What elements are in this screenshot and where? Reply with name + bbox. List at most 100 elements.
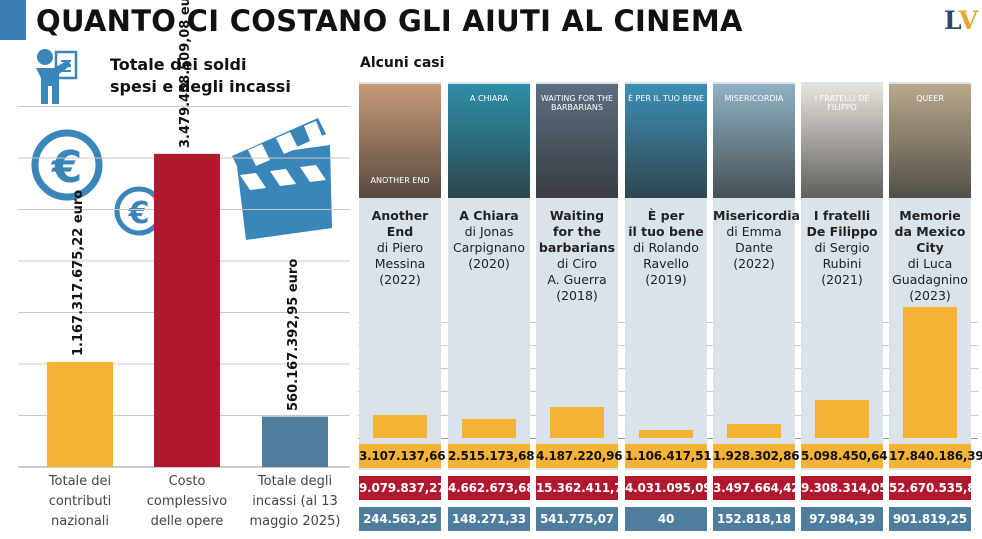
film-credit-line: di Rolando: [633, 240, 699, 255]
film-incassi-value: 901.819,25: [889, 507, 971, 531]
film-costo-value: 9.308.314,05: [801, 476, 888, 500]
film-caption: A Chiara di Jonas Carpignano (2020): [448, 208, 530, 272]
film-contributi-value: 1.106.417,51: [625, 444, 712, 468]
clapperboard-icon: [232, 118, 332, 240]
film-incassi-value: 40: [625, 507, 707, 531]
left-section-title: Totale dei soldi spesi e degli incassi: [110, 54, 291, 98]
film-caption: È per il tuo bene di Rolando Ravello (2019): [625, 208, 707, 288]
film-contributi-value: 2.515.173,68: [448, 444, 535, 468]
film-credit-line: (2023): [909, 288, 951, 303]
film-credit-line: Guadagnino: [892, 272, 968, 287]
film-title-line: da Mexico: [894, 224, 966, 239]
film-credit-line: di Luca: [907, 256, 953, 271]
film-credit-line: di Emma: [726, 224, 782, 239]
film-costo-value: 4.031.095,09: [625, 476, 712, 500]
brand-logo: LV: [944, 6, 978, 35]
film-incassi-value: 148.271,33: [448, 507, 530, 531]
film-contributi-value: 5.098.450,64: [801, 444, 888, 468]
film-credit-line: (2021): [821, 272, 863, 287]
euro-coin-icon: €: [31, 129, 103, 201]
film-credit-line: A. Guerra: [547, 272, 607, 287]
film-credit-line: Dante: [735, 240, 773, 255]
film-credit-line: Messina: [374, 256, 426, 271]
svg-text:€: €: [51, 142, 83, 193]
film-costo-value: 3.497.664,42: [713, 476, 800, 500]
film-contributi-value: 4.187.220,96: [536, 444, 623, 468]
film-contributi-bar: [815, 400, 869, 438]
film-credit-line: (2022): [733, 256, 775, 271]
film-poster-title: QUEER: [916, 94, 944, 103]
left-category-line: complessivo: [146, 494, 228, 509]
film-contributi-value: 1.928.302,86: [713, 444, 800, 468]
film-caption: Waiting for the barbarians di Ciro A. Guerra…: [536, 208, 618, 304]
film-caption: Misericordia di Emma Dante (2022): [713, 208, 800, 272]
left-section-title-line2: spesi e degli incassi: [110, 77, 291, 96]
film-credit-line: (2022): [379, 272, 421, 287]
film-title-line: Waiting: [549, 208, 605, 223]
film-title-line: for the: [553, 224, 601, 239]
left-bar-1: [47, 361, 113, 467]
left-category-line: maggio 2025): [249, 514, 341, 529]
film-costo-value: 15.362.411,78: [536, 476, 631, 500]
film-contributi-bar: [462, 419, 516, 438]
film-contributi-bar: [550, 407, 604, 438]
film-title-line: I fratelli: [813, 208, 871, 223]
film-caption: Memorie da Mexico City di Luca Guadagnino (20…: [889, 208, 971, 304]
left-category-line: Costo: [168, 474, 206, 489]
left-value-label-1: 1.167.317.675,22 euro: [71, 189, 86, 356]
film-poster-title: I FRATELLI DE FILIPPO: [814, 94, 870, 112]
left-category-label-1: Totale dei contributi nazionali: [24, 472, 136, 532]
left-value-label-2: 3.479.458.509,08 euro: [178, 0, 193, 148]
left-bar-3: [262, 416, 328, 467]
film-title-line: Another: [371, 208, 429, 223]
left-section-title-line1: Totale dei soldi: [110, 55, 247, 74]
left-bar-2: [154, 153, 220, 467]
film-credit-line: Ravello: [643, 256, 689, 271]
film-title-line: End: [386, 224, 414, 239]
film-title-line: Misericordia: [713, 208, 800, 223]
film-contributi-bar: [639, 429, 693, 438]
film-credit-line: Carpignano: [452, 240, 526, 255]
film-costo-value: 4.662.673,68: [448, 476, 535, 500]
film-poster: È PER IL TUO BENE: [625, 84, 707, 198]
logo-letter-l: L: [944, 6, 959, 35]
film-credit-line: (2020): [468, 256, 510, 271]
film-incassi-value: 152.818,18: [713, 507, 795, 531]
film-poster-title: È PER IL TUO BENE: [627, 94, 705, 103]
film-credit-line: (2018): [556, 288, 598, 303]
film-contributi-value: 3.107.137,66: [359, 444, 446, 468]
film-title-line: City: [916, 240, 944, 255]
film-credit-line: di Sergio: [814, 240, 870, 255]
film-title-line: il tuo bene: [628, 224, 704, 239]
left-category-label-2: Costo complessivo delle opere: [131, 472, 243, 532]
film-caption: Another End di Piero Messina (2022): [359, 208, 441, 288]
film-incassi-value: 244.563,25: [359, 507, 441, 531]
film-poster-title: ANOTHER END: [370, 176, 430, 185]
film-contributi-bar: [727, 423, 781, 438]
film-title-line: È per: [647, 208, 685, 223]
left-category-line: delle opere: [150, 514, 224, 529]
film-credit-line: di Ciro: [556, 256, 598, 271]
film-title-line: barbarians: [538, 240, 616, 255]
film-poster: WAITING FOR THE BARBARIANS: [536, 84, 618, 198]
film-caption: I fratelli De Filippo di Sergio Rubini (2021…: [801, 208, 883, 288]
page-title: QUANTO CI COSTANO GLI AIUTI AL CINEMA: [36, 4, 743, 38]
film-costo-value: 52.670.535,87: [889, 476, 982, 500]
film-credit-line: Rubini: [822, 256, 862, 271]
left-category-line: incassi (al 13: [252, 494, 338, 509]
film-contributi-bar: [903, 306, 957, 438]
film-contributi-bar: [373, 415, 427, 438]
film-credit-line: di Piero: [376, 240, 424, 255]
svg-text:€: €: [128, 196, 150, 231]
film-poster: MISERICORDIA: [713, 84, 795, 198]
film-incassi-value: 97.984,39: [801, 507, 883, 531]
film-poster: A CHIARA: [448, 84, 530, 198]
film-poster-title: WAITING FOR THE BARBARIANS: [540, 94, 614, 112]
film-poster: QUEER: [889, 84, 971, 198]
film-credit-line: (2019): [645, 272, 687, 287]
presenter-icon: [36, 49, 78, 104]
film-costo-value: 9.079.837,27: [359, 476, 446, 500]
left-category-label-3: Totale degli incassi (al 13 maggio 2025): [239, 472, 351, 532]
film-poster-title: A CHIARA: [469, 94, 509, 103]
